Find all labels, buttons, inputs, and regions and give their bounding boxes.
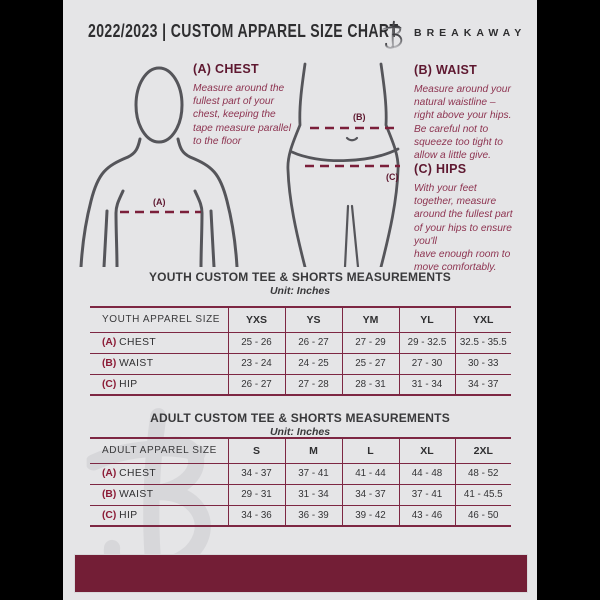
cell: 39 - 42 <box>341 505 399 526</box>
row-prefix: (A) <box>102 337 117 348</box>
adult-hip-label: (C) HIP <box>90 505 228 526</box>
breakaway-logo-icon <box>381 19 406 50</box>
cell: 25 - 27 <box>341 353 399 374</box>
adult-header-row: ADULT APPAREL SIZE S M L XL 2XL <box>90 438 511 463</box>
table-row: (A) CHEST 25 - 26 26 - 27 27 - 29 29 - 3… <box>90 332 511 353</box>
table-row: (C) HIP 26 - 27 27 - 28 28 - 31 31 - 34 … <box>90 374 511 395</box>
cell: 28 - 31 <box>341 374 399 395</box>
col-yl: YL <box>398 307 455 332</box>
cell: 27 - 29 <box>341 332 399 353</box>
youth-hip-label: (C) HIP <box>90 374 228 395</box>
hips-guide-text: With your feet together, measure around … <box>414 183 513 274</box>
row-name: CHEST <box>119 468 157 479</box>
row-name: HIP <box>119 509 138 521</box>
chest-guide-text: Measure around the fullest part of your … <box>193 83 291 147</box>
footer-bar <box>74 554 528 593</box>
col-yxl: YXL <box>454 307 511 332</box>
col-2xl: 2XL <box>454 438 511 463</box>
page-title: 2022/2023 | CUSTOM APPAREL SIZE CHART <box>88 21 399 41</box>
brand-name: BREAKAWAY <box>414 27 527 39</box>
cell: 34 - 37 <box>454 374 511 395</box>
row-name: WAIST <box>119 489 154 500</box>
cell: 48 - 52 <box>454 463 511 484</box>
adult-size-label: ADULT APPAREL SIZE <box>102 445 217 457</box>
cell: 26 - 27 <box>284 332 342 353</box>
cell: 26 - 27 <box>227 374 285 395</box>
col-yxs: YXS <box>227 307 285 332</box>
col-ys: YS <box>284 307 342 332</box>
col-l: L <box>341 438 399 463</box>
cell: 34 - 37 <box>227 463 285 484</box>
upper-body-diagram: (A) <box>79 66 239 267</box>
cell: 27 - 30 <box>398 353 455 374</box>
table-row: (A) CHEST 34 - 37 37 - 41 41 - 44 44 - 4… <box>90 463 511 484</box>
cell: 41 - 44 <box>341 463 399 484</box>
youth-size-label: YOUTH APPAREL SIZE <box>102 314 221 326</box>
row-name: WAIST <box>119 358 154 369</box>
table-row: (B) WAIST 23 - 24 24 - 25 25 - 27 27 - 3… <box>90 353 511 374</box>
table-row: (C) HIP 34 - 36 36 - 39 39 - 42 43 - 46 … <box>90 505 511 526</box>
lower-body-diagram: (B) (C) <box>286 62 400 267</box>
cell: 34 - 37 <box>341 484 399 505</box>
cell: 46 - 50 <box>454 505 511 526</box>
youth-size-table: YOUTH APPAREL SIZE YXS YS YM YL YXL (A) … <box>90 306 511 396</box>
row-prefix: (B) <box>102 489 117 500</box>
size-chart-page: 2022/2023 | CUSTOM APPAREL SIZE CHART BR… <box>63 0 537 600</box>
adult-table-unit: Unit: Inches <box>269 426 331 438</box>
adult-chest-label: (A) CHEST <box>90 463 228 484</box>
adult-size-table: ADULT APPAREL SIZE S M L XL 2XL (A) CHES… <box>90 437 511 527</box>
cell: 24 - 25 <box>284 353 342 374</box>
cell: 41 - 45.5 <box>454 484 511 505</box>
row-name: HIP <box>119 378 138 390</box>
chest-marker-label: (A) <box>153 197 166 207</box>
youth-chest-label: (A) CHEST <box>90 332 228 353</box>
row-prefix: (B) <box>102 358 117 369</box>
table-row: (B) WAIST 29 - 31 31 - 34 34 - 37 37 - 4… <box>90 484 511 505</box>
adult-table-title: ADULT CUSTOM TEE & SHORTS MEASUREMENTS <box>150 411 450 425</box>
youth-table-unit: Unit: Inches <box>269 285 331 297</box>
col-xl: XL <box>398 438 455 463</box>
waist-guide-heading: (B) WAIST <box>414 63 478 77</box>
youth-waist-label: (B) WAIST <box>90 353 228 374</box>
hips-guide-heading: (C) HIPS <box>414 162 467 176</box>
waist-marker-label: (B) <box>353 112 366 122</box>
cell: 27 - 28 <box>284 374 342 395</box>
cell: 30 - 33 <box>454 353 511 374</box>
cell: 34 - 36 <box>227 505 285 526</box>
waist-guide-text: Measure around your natural waistline – … <box>414 84 512 162</box>
youth-table-title: YOUTH CUSTOM TEE & SHORTS MEASUREMENTS <box>148 270 452 284</box>
cell: 25 - 26 <box>227 332 285 353</box>
cell: 44 - 48 <box>398 463 455 484</box>
cell: 43 - 46 <box>398 505 455 526</box>
row-prefix: (C) <box>102 509 117 521</box>
cell: 32.5 - 35.5 <box>454 332 511 353</box>
hips-guide: (C) HIPS With your feet together, measur… <box>414 162 530 274</box>
cell: 31 - 34 <box>284 484 342 505</box>
cell: 29 - 31 <box>227 484 285 505</box>
chest-guide: (A) CHEST Measure around the fullest par… <box>193 62 309 148</box>
adult-waist-label: (B) WAIST <box>90 484 228 505</box>
col-m: M <box>284 438 342 463</box>
cell: 36 - 39 <box>284 505 342 526</box>
col-s: S <box>227 438 285 463</box>
cell: 29 - 32.5 <box>398 332 455 353</box>
chest-guide-heading: (A) CHEST <box>193 62 259 76</box>
cell: 37 - 41 <box>284 463 342 484</box>
cell: 31 - 34 <box>398 374 455 395</box>
row-prefix: (C) <box>102 378 117 390</box>
waist-guide: (B) WAIST Measure around your natural wa… <box>414 63 530 162</box>
col-ym: YM <box>341 307 399 332</box>
row-name: CHEST <box>119 337 157 348</box>
cell: 37 - 41 <box>398 484 455 505</box>
hips-marker-label: (C) <box>386 172 399 182</box>
row-prefix: (A) <box>102 468 117 479</box>
youth-header-row: YOUTH APPAREL SIZE YXS YS YM YL YXL <box>90 307 511 332</box>
cell: 23 - 24 <box>227 353 285 374</box>
